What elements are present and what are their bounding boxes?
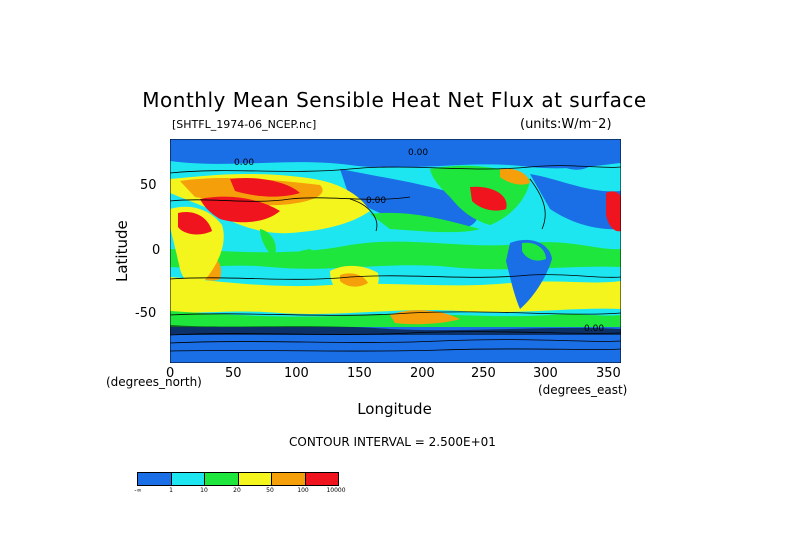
colorbar-swatch — [238, 473, 272, 485]
flux-map: 0.00 0.00 0.00 0.00 — [170, 139, 621, 363]
x-tick-label: 250 — [471, 366, 496, 381]
x-axis-label: Longitude — [357, 400, 432, 418]
contour-label: 0.00 — [584, 324, 604, 334]
colorbar-label: 10 — [200, 487, 208, 494]
y-tick-label: 0 — [152, 243, 161, 258]
units-label: (units:W/m⁻2) — [520, 117, 612, 132]
y-tick-label: 50 — [140, 178, 157, 193]
colorbar-label: -∞ — [134, 487, 142, 494]
contour-label: 0.00 — [408, 148, 428, 158]
x-unit-label: (degrees_east) — [538, 383, 628, 397]
colorbar — [137, 472, 339, 486]
contour-label: 0.00 — [234, 158, 254, 168]
colorbar-swatch — [171, 473, 205, 485]
map-title: Monthly Mean Sensible Heat Net Flux at s… — [142, 88, 647, 112]
colorbar-label: 10000 — [326, 487, 346, 494]
x-tick-label: 0 — [166, 366, 175, 381]
y-axis-label: Latitude — [113, 220, 131, 282]
y-unit-label: (degrees_north) — [106, 375, 202, 389]
x-tick-label: 300 — [533, 366, 558, 381]
x-tick-label: 350 — [596, 366, 621, 381]
file-label: [SHTFL_1974-06_NCEP.nc] — [172, 118, 317, 131]
colorbar-label: 20 — [233, 487, 241, 494]
contour-label: 0.00 — [366, 196, 386, 206]
colorbar-label: 1 — [169, 487, 173, 494]
contour-interval-label: CONTOUR INTERVAL = 2.500E+01 — [289, 435, 496, 449]
x-tick-label: 50 — [225, 366, 242, 381]
colorbar-swatch — [205, 473, 239, 485]
colorbar-swatch — [305, 473, 338, 485]
colorbar-swatch — [272, 473, 306, 485]
colorbar-swatch — [138, 473, 172, 485]
y-tick-label: -50 — [135, 306, 157, 321]
x-tick-label: 150 — [347, 366, 372, 381]
colorbar-label: 50 — [266, 487, 274, 494]
x-tick-label: 100 — [284, 366, 309, 381]
x-tick-label: 200 — [410, 366, 435, 381]
colorbar-label: 100 — [297, 487, 309, 494]
